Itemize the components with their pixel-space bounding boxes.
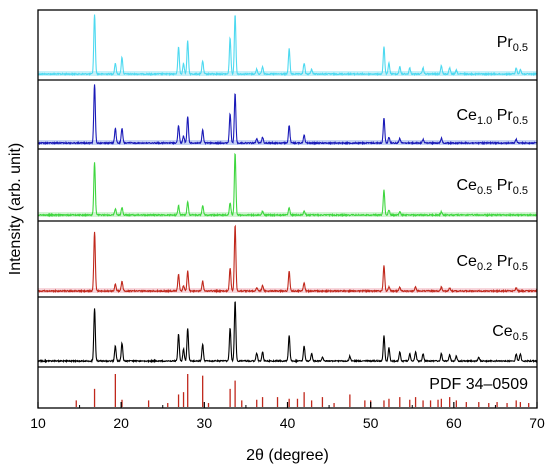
y-axis-title: Intensity (arb. unit) bbox=[7, 143, 24, 276]
axis-layer: 10 20 30 40 50 60 70 bbox=[30, 9, 545, 431]
series-label: Pr0.5 bbox=[497, 34, 528, 54]
label-text: Pr bbox=[492, 107, 513, 124]
label-text: Pr bbox=[497, 34, 514, 51]
series-label: PDF 34–0509 bbox=[429, 376, 528, 393]
x-tick-label: 50 bbox=[363, 415, 379, 431]
label-text: Ce bbox=[492, 323, 513, 340]
label-subscript: 0.5 bbox=[513, 331, 528, 343]
xrd-pattern-line bbox=[37, 301, 538, 364]
xrd-pattern-line bbox=[37, 152, 538, 218]
label-text: PDF 34–0509 bbox=[429, 376, 528, 393]
label-subscript: 0.2 bbox=[477, 261, 492, 273]
panel-4: Ce0.5 bbox=[37, 296, 538, 364]
x-axis-title: 2θ (degree) bbox=[246, 447, 329, 464]
label-subscript: 0.5 bbox=[477, 185, 492, 197]
panel-2: Ce0.5 Pr0.5 bbox=[37, 148, 538, 218]
panel-0: Pr0.5 bbox=[37, 14, 538, 77]
panel-5: PDF 34–0509 bbox=[38, 366, 537, 407]
label-text: Ce bbox=[457, 253, 478, 270]
label-subscript: 0.5 bbox=[513, 115, 528, 127]
xrd-pattern-line bbox=[37, 14, 538, 77]
series-label: Ce0.2 Pr0.5 bbox=[457, 253, 529, 273]
x-tick-label: 40 bbox=[280, 415, 296, 431]
series-label: Ce0.5 bbox=[492, 323, 528, 343]
x-tick-label: 30 bbox=[197, 415, 213, 431]
series-label: Ce0.5 Pr0.5 bbox=[457, 177, 529, 197]
x-tick-label: 70 bbox=[529, 415, 545, 431]
panel-1: Ce1.0 Pr0.5 bbox=[37, 79, 538, 146]
x-tick-label: 60 bbox=[446, 415, 462, 431]
x-tick-label: 20 bbox=[113, 415, 129, 431]
panel-3: Ce0.2 Pr0.5 bbox=[37, 220, 538, 294]
label-text: Ce bbox=[457, 107, 478, 124]
series-label: Ce1.0 Pr0.5 bbox=[457, 107, 529, 127]
label-text: Pr bbox=[492, 177, 513, 194]
label-subscript: 0.5 bbox=[513, 185, 528, 197]
label-text: Ce bbox=[457, 177, 478, 194]
label-subscript: 0.5 bbox=[513, 261, 528, 273]
xrd-pattern-line bbox=[37, 224, 538, 294]
label-subscript: 1.0 bbox=[477, 115, 492, 127]
xrd-pattern-line bbox=[37, 84, 538, 146]
label-subscript: 0.5 bbox=[513, 42, 528, 54]
label-text: Pr bbox=[492, 253, 513, 270]
x-tick-label: 10 bbox=[30, 415, 46, 431]
